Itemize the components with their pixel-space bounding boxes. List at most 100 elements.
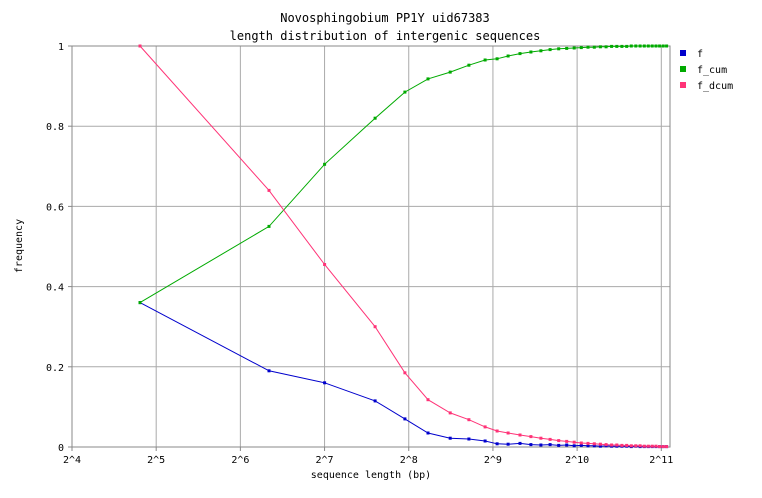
data-point-f_dcum (467, 418, 471, 422)
data-point-f_cum (403, 90, 407, 94)
data-point-f_cum (665, 44, 669, 48)
y-tick-label: 0.4 (46, 283, 64, 294)
data-point-f_dcum (642, 444, 646, 448)
data-point-f_cum (495, 57, 499, 61)
x-axis-label: sequence length (bp) (311, 470, 431, 481)
plot-area (71, 45, 671, 448)
data-point-f_cum (598, 45, 602, 49)
data-point-f_cum (654, 44, 658, 48)
legend-marker-f_dcum (680, 82, 686, 88)
data-point-f_dcum (654, 444, 658, 448)
data-point-f_cum (529, 50, 533, 54)
data-point-f (548, 443, 552, 447)
data-point-f_cum (557, 47, 561, 51)
data-point-f_cum (267, 224, 271, 228)
data-point-f_cum (604, 45, 608, 49)
data-point-f (592, 444, 596, 448)
x-tick-label: 2^6 (231, 455, 249, 466)
data-point-f_dcum (586, 441, 590, 445)
data-point-f_dcum (572, 440, 576, 444)
data-point-f_cum (579, 46, 583, 50)
data-point-f_cum (518, 52, 522, 56)
x-tick-label: 2^7 (316, 455, 334, 466)
data-point-f_cum (373, 116, 377, 120)
data-point-f_dcum (323, 263, 327, 266)
data-point-f_cum (539, 49, 543, 53)
data-point-f_cum (572, 46, 576, 50)
grid (72, 46, 670, 447)
data-point-f_cum (661, 44, 665, 48)
data-point-f (565, 443, 569, 447)
data-point-f_cum (620, 44, 624, 48)
data-point-f (403, 417, 407, 421)
data-point-f_dcum (495, 429, 499, 433)
legend-label-f: f (697, 49, 703, 60)
data-point-f_dcum (565, 439, 569, 443)
data-point-f (483, 439, 487, 443)
y-tick-label: 1 (58, 42, 64, 53)
data-point-f (579, 443, 583, 447)
data-point-f (323, 381, 327, 385)
series-line-f_dcum (139, 45, 667, 448)
data-point-f (267, 369, 271, 373)
x-tick-label: 2^10 (565, 455, 589, 466)
data-point-f_dcum (634, 444, 638, 448)
data-point-f_dcum (638, 444, 642, 448)
data-point-f_dcum (610, 443, 614, 447)
data-point-f_cum (467, 63, 471, 67)
x-tick-label: 2^4 (63, 455, 81, 466)
data-point-f_dcum (529, 435, 533, 439)
data-point-f_dcum (539, 436, 543, 440)
data-point-f (467, 437, 471, 441)
data-point-f (506, 442, 510, 446)
data-point-f_dcum (483, 425, 487, 429)
data-point-f_cum (548, 48, 552, 52)
data-point-f (557, 443, 561, 447)
chart-subtitle: length distribution of intergenic sequen… (230, 29, 541, 43)
data-point-f_dcum (557, 439, 561, 443)
y-tick-label: 0.6 (46, 202, 64, 213)
series-line-f_cum (139, 45, 667, 304)
chart-title: Novosphingobium PP1Y uid67383 (280, 11, 490, 25)
data-point-f_dcum (138, 44, 142, 48)
series-group (138, 44, 669, 449)
data-point-f_cum (483, 58, 487, 62)
data-point-f_dcum (373, 325, 377, 329)
data-point-f_dcum (267, 188, 271, 192)
data-point-f (448, 436, 452, 440)
data-point-f_cum (506, 54, 510, 58)
x-tick-label: 2^8 (400, 455, 418, 466)
data-point-f_cum (629, 44, 633, 48)
series-line-f (139, 302, 667, 448)
data-point-f_dcum (604, 443, 608, 447)
data-point-f_dcum (579, 441, 583, 445)
data-point-f_dcum (665, 445, 669, 449)
data-point-f_dcum (403, 371, 407, 375)
data-point-f_dcum (661, 445, 665, 449)
data-point-f_dcum (620, 443, 624, 447)
y-axis-label: frequency (14, 219, 25, 273)
data-point-f_dcum (518, 433, 522, 437)
data-point-f_dcum (598, 442, 602, 446)
data-point-f (539, 443, 543, 447)
data-point-f_cum (565, 46, 569, 50)
data-point-f (495, 442, 499, 446)
legend-label-f_cum: f_cum (697, 65, 727, 76)
data-point-f_cum (448, 70, 452, 74)
data-point-f_dcum (615, 443, 619, 447)
data-point-f_cum (592, 45, 596, 49)
data-point-f_cum (638, 44, 642, 48)
data-point-f (572, 444, 576, 448)
data-point-f_cum (586, 45, 590, 49)
y-tick-label: 0 (58, 443, 64, 454)
data-point-f_cum (634, 44, 638, 48)
data-point-f_cum (138, 301, 142, 305)
data-point-f_dcum (426, 398, 430, 402)
legend-label-f_dcum: f_dcum (697, 81, 733, 92)
data-point-f_cum (426, 77, 430, 81)
data-point-f_cum (658, 44, 662, 48)
data-point-f (529, 443, 533, 447)
data-point-f_cum (610, 44, 614, 48)
data-point-f_dcum (592, 442, 596, 446)
data-point-f (586, 444, 590, 448)
